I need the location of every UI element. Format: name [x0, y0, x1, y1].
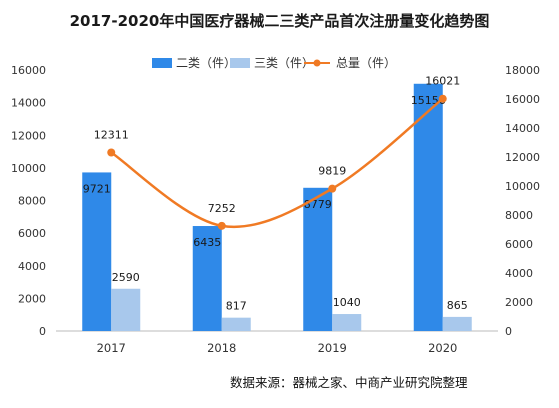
bar-series-0-0 — [82, 172, 112, 331]
line-point-0 — [107, 148, 116, 157]
bar-label-series-0-1: 6435 — [193, 236, 221, 249]
y-right-tick-1: 2000 — [505, 296, 533, 309]
line-point-3 — [438, 94, 447, 103]
legend-swatch-series-1 — [230, 58, 250, 68]
y-right-tick-3: 6000 — [505, 238, 533, 251]
y-left-tick-6: 12000 — [11, 129, 46, 142]
y-right-tick-9: 18000 — [505, 64, 540, 77]
y-right-tick-2: 4000 — [505, 267, 533, 280]
y-right-tick-7: 14000 — [505, 122, 540, 135]
x-tick-1: 2018 — [207, 341, 236, 355]
bar-label-series-0-2: 8779 — [304, 198, 332, 211]
x-axis: 2017 2018 2019 2020 — [97, 341, 458, 355]
bar-label-series-1-2: 1040 — [333, 296, 361, 309]
bar-series-1-0 — [111, 288, 141, 331]
bar-label-series-1-3: 865 — [447, 299, 468, 312]
legend-label-series-1: 三类（件） — [254, 56, 314, 70]
source-note: 数据来源：器械之家、中商产业研究院整理 — [230, 375, 468, 390]
legend-marker-series-2 — [313, 59, 321, 67]
bar-series-0-3 — [413, 83, 443, 331]
chart-title: 2017-2020年中国医疗器械二三类产品首次注册量变化趋势图 — [70, 12, 490, 30]
bar-series-1-2 — [332, 314, 362, 331]
y-left-tick-8: 16000 — [11, 64, 46, 77]
line-label-3: 16021 — [425, 75, 460, 88]
line-series: 12311 7252 9819 16021 — [94, 75, 460, 230]
y-axis-left: 0 2000 4000 6000 8000 10000 12000 14000 16000 — [11, 64, 46, 338]
bar-series-0-1 — [192, 226, 222, 331]
line-label-2: 9819 — [318, 165, 346, 178]
y-left-tick-0: 0 — [39, 325, 46, 338]
legend-label-series-2: 总量（件） — [336, 56, 396, 70]
bar-label-series-0-0: 9721 — [83, 182, 111, 195]
legend: 二类（件） 三类（件） 总量（件） — [152, 56, 396, 70]
y-left-tick-2: 4000 — [18, 260, 46, 273]
x-tick-0: 2017 — [97, 341, 126, 355]
y-right-tick-0: 0 — [505, 325, 512, 338]
bar-series-1-3 — [442, 316, 472, 331]
y-left-tick-3: 6000 — [18, 227, 46, 240]
y-right-tick-6: 12000 — [505, 151, 540, 164]
y-left-tick-7: 14000 — [11, 97, 46, 110]
legend-swatch-series-0 — [152, 58, 172, 68]
y-left-tick-5: 10000 — [11, 162, 46, 175]
bar-label-series-1-1: 817 — [226, 300, 247, 313]
y-left-tick-1: 2000 — [18, 292, 46, 305]
total-line — [110, 97, 444, 229]
line-label-0: 12311 — [94, 128, 129, 141]
y-right-tick-4: 8000 — [505, 209, 533, 222]
line-point-2 — [328, 184, 337, 193]
x-tick-2: 2019 — [318, 341, 347, 355]
legend-label-series-0: 二类（件） — [176, 56, 236, 70]
y-axis-right: 0 2000 4000 6000 8000 10000 12000 14000 16000 180… — [505, 64, 540, 338]
y-right-tick-5: 10000 — [505, 180, 540, 193]
y-right-tick-8: 16000 — [505, 93, 540, 106]
bar-series-1-1 — [221, 317, 251, 331]
y-left-tick-4: 8000 — [18, 195, 46, 208]
bar-label-series-1-0: 2590 — [112, 271, 140, 284]
line-point-1 — [217, 221, 226, 230]
bar-series-0-2 — [303, 187, 333, 331]
x-tick-3: 2020 — [428, 341, 457, 355]
line-label-1: 7252 — [208, 202, 236, 215]
